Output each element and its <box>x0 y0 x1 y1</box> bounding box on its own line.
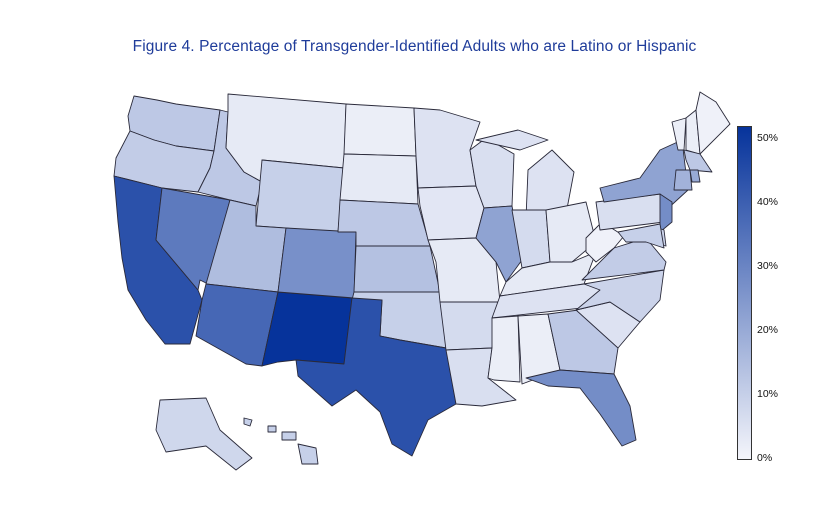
state-tx <box>295 297 457 457</box>
state-fl <box>525 369 637 447</box>
chart-title: Figure 4. Percentage of Transgender-Iden… <box>132 38 697 55</box>
colorbar-tick-label: 30% <box>757 260 779 272</box>
colorbar-tick-label: 40% <box>757 196 779 208</box>
state-co <box>277 227 357 299</box>
state-oh <box>545 201 597 263</box>
colorbar-tick-label: 10% <box>757 388 779 400</box>
state-ms <box>487 315 521 383</box>
state-me <box>695 91 731 155</box>
state-nj <box>659 193 673 233</box>
state-ia <box>417 185 485 241</box>
colorbar-tick-label: 20% <box>757 324 779 336</box>
state-wy <box>255 159 345 233</box>
state-hi <box>243 417 319 465</box>
state-md <box>617 223 665 249</box>
state-mn <box>413 107 481 189</box>
state-nm <box>261 291 353 367</box>
colorbar-tick-label: 50% <box>757 132 779 144</box>
state-ct <box>673 169 693 191</box>
colorbar-tick-label: 0% <box>757 452 773 464</box>
state-nd <box>343 103 417 157</box>
state-ri <box>689 169 701 183</box>
state-ma <box>683 149 713 173</box>
colorbar <box>737 126 752 460</box>
state-ar <box>439 301 501 351</box>
state-ak <box>155 397 253 471</box>
state-ks <box>353 245 441 293</box>
state-nc <box>575 269 665 323</box>
state-sd <box>339 153 419 205</box>
state-va <box>581 237 667 281</box>
